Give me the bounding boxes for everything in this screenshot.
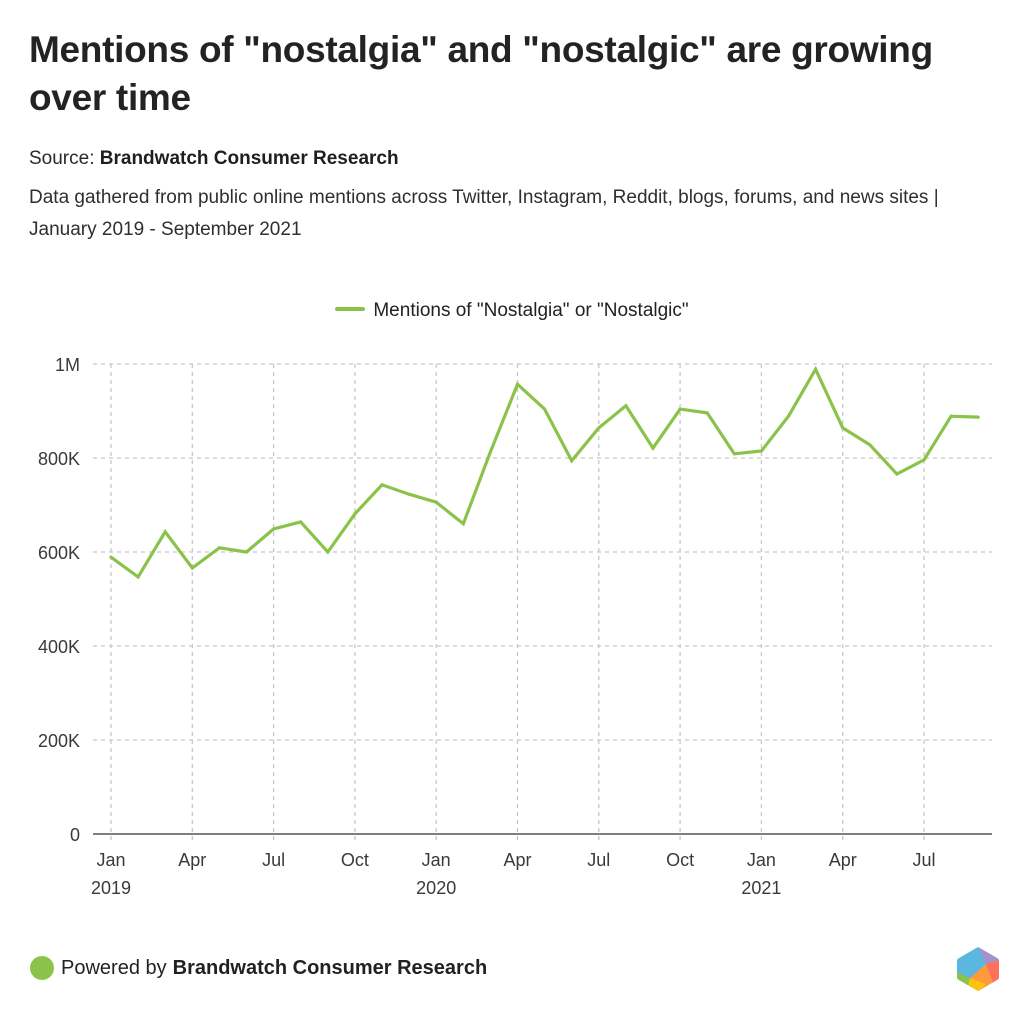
data-point [217, 546, 221, 550]
data-point [543, 407, 547, 411]
data-point [136, 575, 140, 579]
data-point [976, 415, 980, 419]
data-point [488, 450, 492, 454]
data-point [245, 550, 248, 554]
chart-legend: Mentions of "Nostalgia" or "Nostalgic" [0, 300, 1024, 322]
x-tick-label: Jan [747, 850, 776, 870]
x-tick-label: Apr [829, 850, 857, 870]
data-point [516, 382, 519, 386]
data-point [949, 414, 953, 418]
data-point [109, 555, 113, 559]
x-tick-label: Jan [422, 850, 451, 870]
x-tick-label: Jul [587, 850, 610, 870]
data-point [190, 566, 194, 570]
y-axis: 0 200K 400K 600K 800K 1M [38, 355, 80, 845]
y-tick-label: 400K [38, 637, 80, 657]
footer: Powered by Brandwatch Consumer Research [30, 956, 487, 980]
data-point [624, 404, 628, 408]
data-point [868, 443, 872, 447]
chart-description: Data gathered from public online mention… [29, 187, 939, 240]
y-tick-label: 600K [38, 543, 80, 563]
y-tick-label: 0 [70, 825, 80, 845]
x-tick-label: Jul [262, 850, 285, 870]
data-point [299, 520, 303, 524]
source-line: Source: Brandwatch Consumer Research [29, 146, 399, 172]
data-point [705, 411, 709, 415]
data-point [380, 483, 384, 487]
data-point [814, 367, 818, 371]
data-point [841, 426, 845, 430]
legend-label: Mentions of "Nostalgia" or "Nostalgic" [373, 300, 689, 321]
series-line [109, 365, 980, 580]
series-group [109, 365, 980, 580]
legend-line-swatch [335, 306, 366, 311]
x-tick-label: Apr [503, 850, 531, 870]
powered-by-prefix: Powered by [61, 956, 167, 979]
line-chart: 0 200K 400K 600K 800K 1M Jan 2019 Apr Jul Oct Jan 2… [38, 355, 992, 898]
chart-title: Mentions of "nostalgia" and "nostalgic" … [29, 29, 933, 118]
data-point [922, 458, 926, 462]
grid-lines [93, 363, 992, 840]
data-point [651, 446, 655, 450]
data-point [461, 522, 465, 526]
y-tick-label: 200K [38, 731, 80, 751]
data-point [570, 459, 574, 463]
x-tick-label: Jul [912, 850, 935, 870]
data-point [732, 452, 736, 456]
data-point [407, 492, 411, 496]
data-point [895, 472, 899, 476]
data-point [434, 500, 438, 504]
data-point [353, 512, 357, 516]
data-point [597, 426, 601, 430]
source-prefix: Source: [29, 148, 95, 169]
x-axis: Jan 2019 Apr Jul Oct Jan 2020 Apr Jul Oct Jan 2021 A… [91, 833, 992, 898]
y-tick-label: 1M [55, 355, 80, 375]
powered-by-name: Brandwatch Consumer Research [172, 956, 488, 979]
y-tick-label: 800K [38, 449, 80, 469]
source-name: Brandwatch Consumer Research [99, 148, 399, 169]
data-point [678, 407, 682, 411]
data-point [787, 414, 790, 418]
x-tick-label: Jan [96, 850, 125, 870]
x-tick-label: Oct [341, 850, 369, 870]
x-tick-year-label: 2020 [416, 878, 456, 898]
brandwatch-logo-icon [957, 947, 999, 991]
x-tick-year-label: 2019 [91, 878, 131, 898]
x-tick-label: Oct [666, 850, 694, 870]
data-point [163, 530, 167, 534]
data-point [272, 527, 276, 531]
data-point [759, 449, 763, 453]
brand-dot-icon [30, 956, 54, 980]
x-tick-year-label: 2021 [741, 878, 781, 898]
x-tick-label: Apr [178, 850, 206, 870]
data-point [326, 550, 330, 554]
